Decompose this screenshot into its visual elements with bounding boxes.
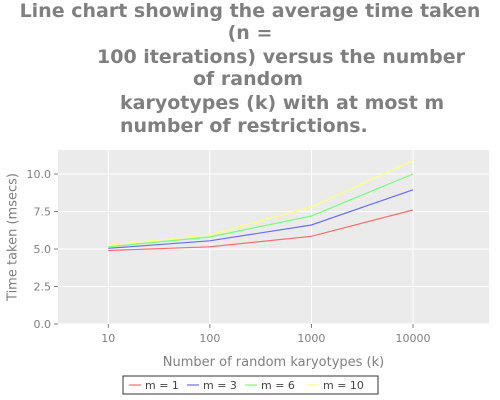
x-tick-label: 100 bbox=[199, 332, 220, 345]
legend: m = 1 m = 3 m = 6 m = 10 bbox=[122, 375, 379, 395]
y-axis: 0.0 2.5 5.0 7.5 10.0 bbox=[27, 168, 58, 331]
series-lines bbox=[108, 159, 414, 252]
series-line-m10 bbox=[108, 159, 414, 246]
chart-title-line: Line chart showing the average time take… bbox=[20, 0, 481, 22]
x-axis-label: Number of random karyotypes (k) bbox=[163, 355, 384, 370]
y-tick-label: 5.0 bbox=[34, 243, 52, 256]
chart-title-line: 100 iterations) versus the number bbox=[97, 46, 466, 68]
y-tick-label: 10.0 bbox=[27, 168, 52, 181]
legend-label: m = 1 bbox=[145, 379, 179, 392]
plot-area bbox=[58, 150, 489, 324]
chart-title-line: of random bbox=[193, 68, 303, 90]
chart-title-line: (n = bbox=[228, 22, 273, 44]
chart-title-line: number of restrictions. bbox=[120, 115, 368, 137]
series-line-m1 bbox=[108, 209, 414, 252]
chart-title-line: karyotypes (k) with at most m bbox=[120, 92, 444, 114]
y-tick-label: 7.5 bbox=[34, 206, 52, 219]
legend-label: m = 3 bbox=[203, 379, 237, 392]
series-line-m6 bbox=[108, 173, 414, 248]
y-axis-label: Time taken (msecs) bbox=[6, 173, 21, 302]
x-tick-label: 10 bbox=[101, 332, 115, 345]
y-tick-label: 2.5 bbox=[34, 281, 52, 294]
chart-title: Line chart showing the average time take… bbox=[20, 0, 481, 137]
x-axis: 10 100 1000 10000 bbox=[101, 324, 431, 345]
x-tick-label: 10000 bbox=[396, 332, 431, 345]
x-tick-label: 1000 bbox=[297, 332, 325, 345]
series-line-m3 bbox=[108, 189, 414, 249]
grid bbox=[58, 150, 489, 325]
legend-label: m = 6 bbox=[261, 379, 295, 392]
legend-label: m = 10 bbox=[323, 379, 364, 392]
y-tick-label: 0.0 bbox=[34, 318, 52, 331]
